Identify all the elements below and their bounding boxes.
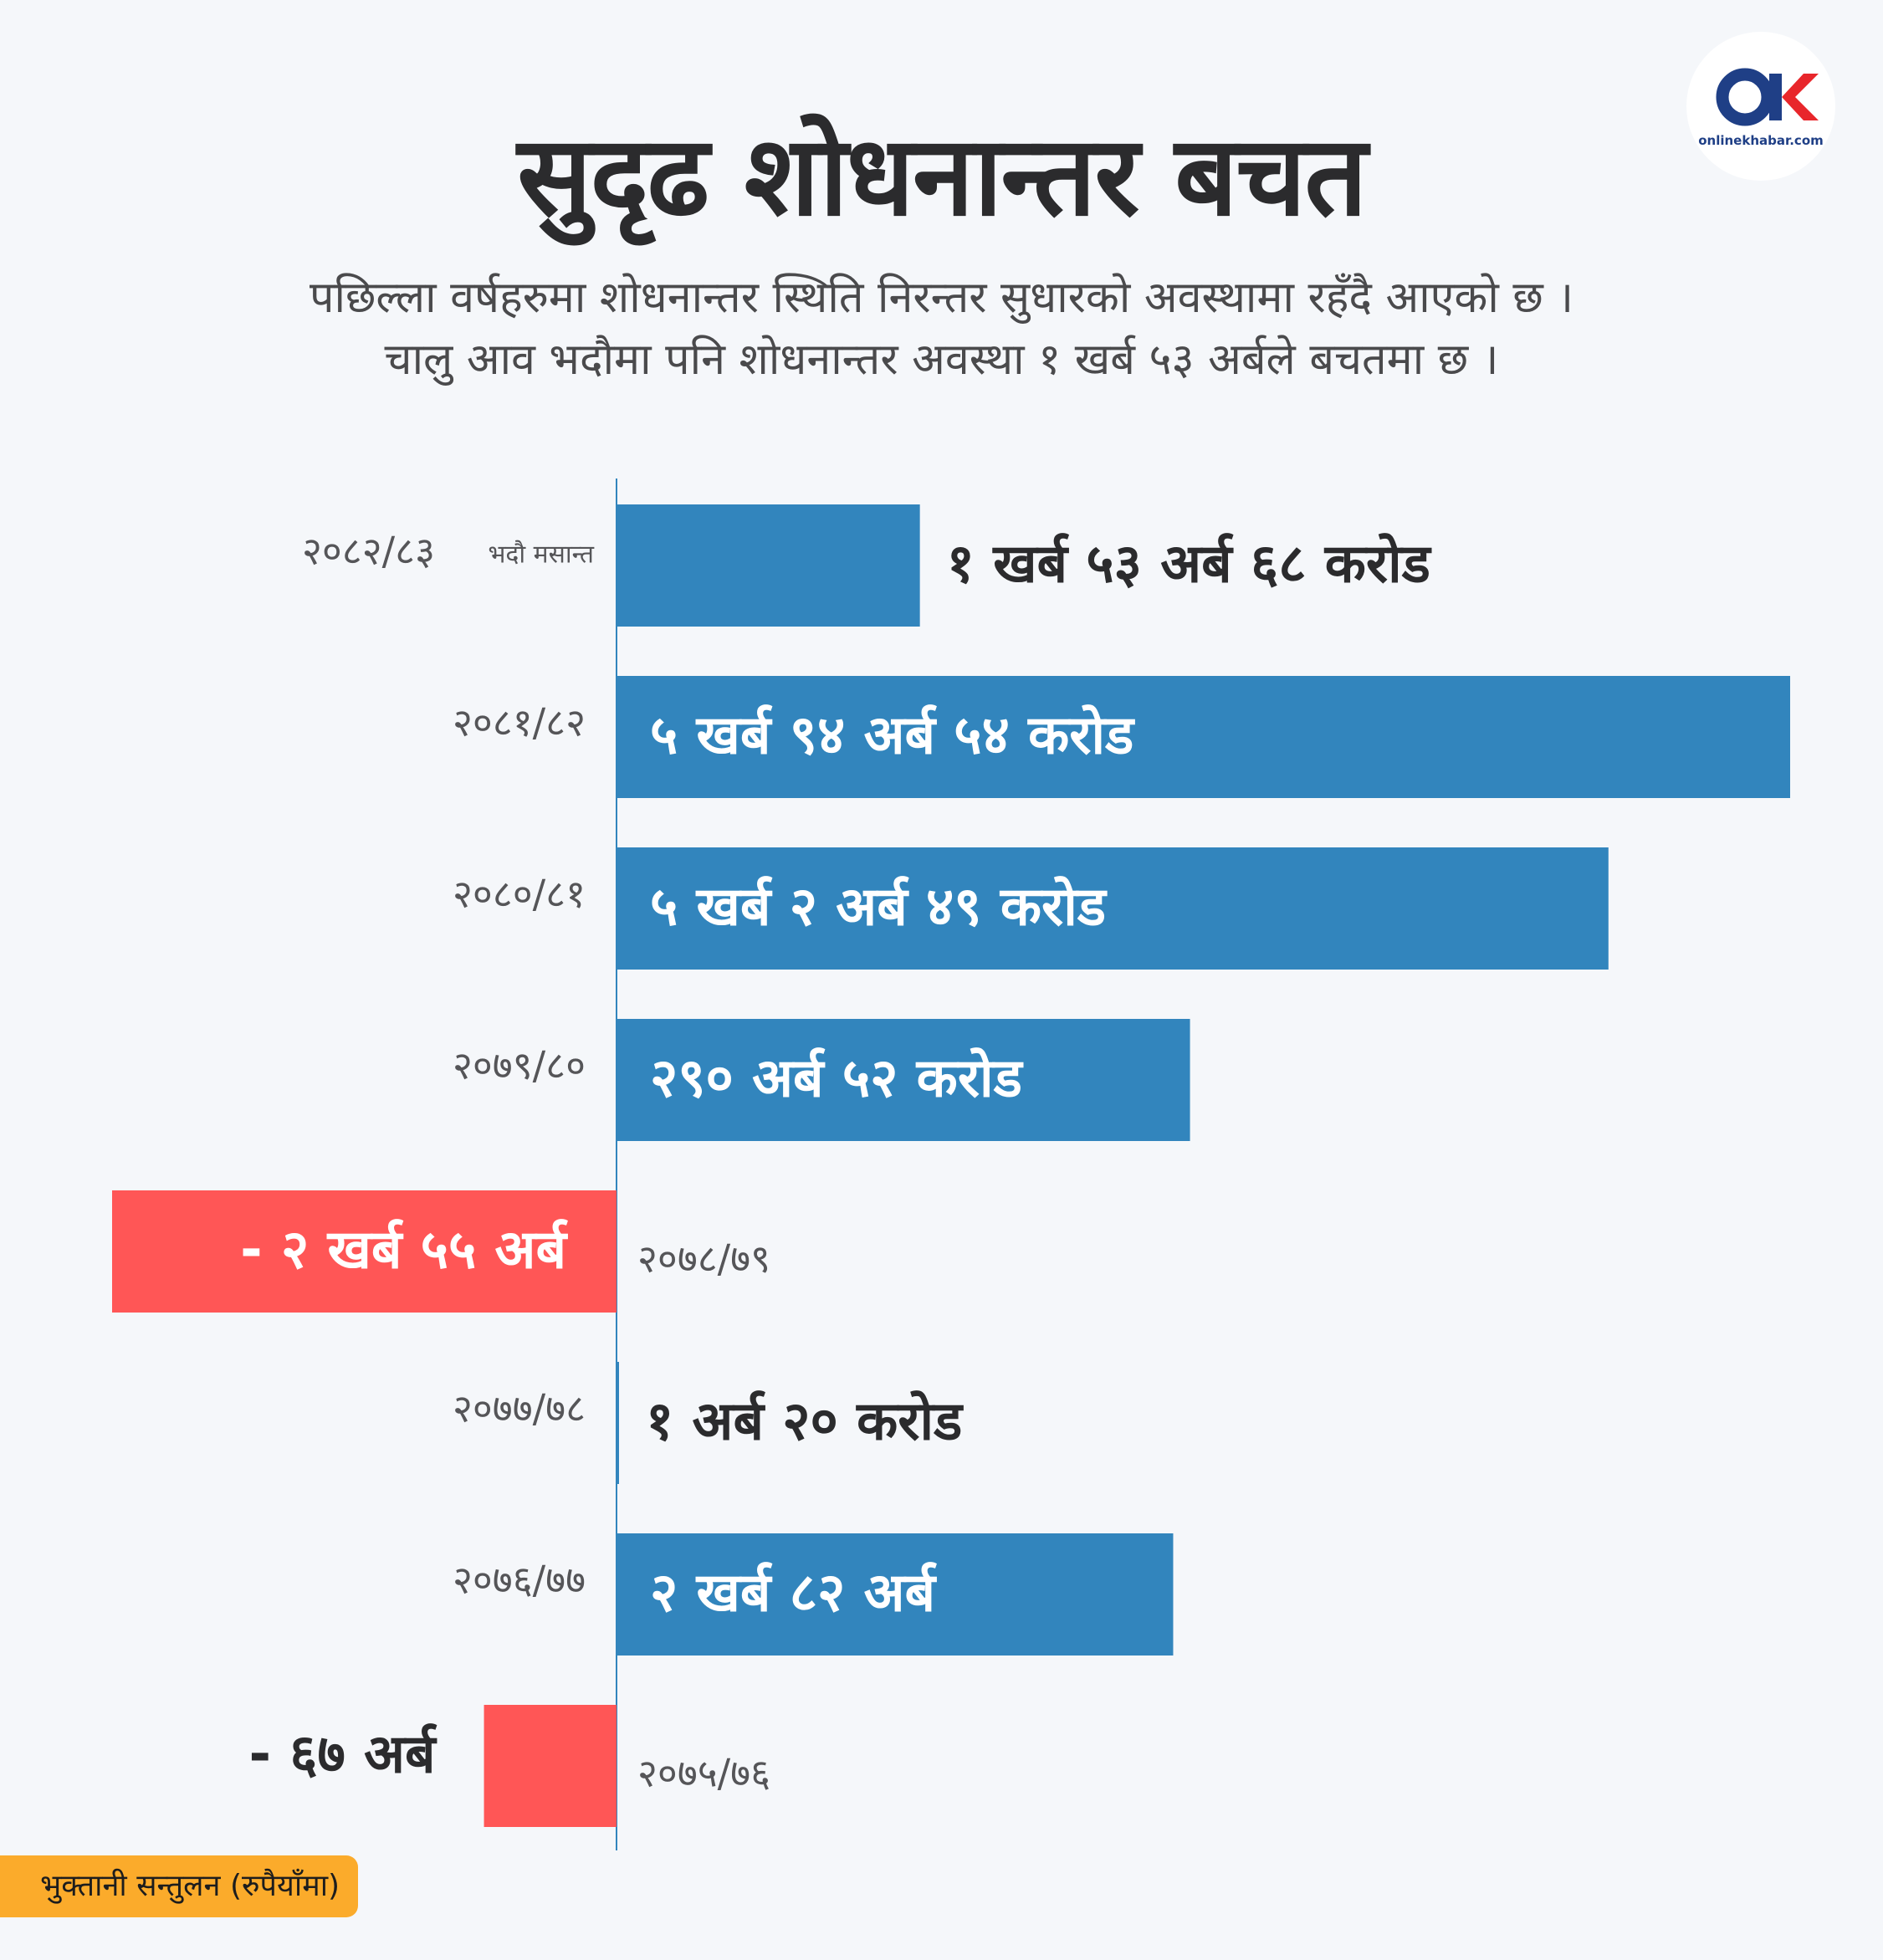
value-label-1: ५ खर्ब ९४ अर्ब ५४ करोड — [650, 704, 1135, 767]
value-label-0: १ खर्ब ५३ अर्ब ६८ करोड — [947, 533, 1432, 596]
category-note-0: भदौ मसान्त — [488, 540, 595, 570]
value-label-5: १ अर्ब २० करोड — [646, 1390, 964, 1453]
category-label-4: २०७८/७९ — [637, 1236, 770, 1282]
legend-badge: भुक्तानी सन्तुलन (रुपैयाँमा) — [0, 1855, 359, 1917]
category-label-7: २०७५/७६ — [637, 1751, 770, 1796]
onlinekhabar-logo: onlinekhabar.com — [1686, 32, 1835, 181]
ok-logo-icon — [1716, 68, 1819, 126]
bar-2 — [617, 847, 1609, 970]
category-label-3: २०७९/८० — [453, 1043, 586, 1088]
value-label-7: - ६७ अर्ब — [248, 1723, 437, 1786]
bar-7 — [484, 1705, 617, 1827]
chart-subtitle-line-2: चालु आव भदौमा पनि शोधनान्तर अवस्था १ खर्… — [384, 335, 1499, 385]
chart-title: सुदृढ शोधनान्तर बचत — [517, 112, 1367, 241]
bar-5 — [617, 1362, 619, 1484]
category-label-6: २०७६/७७ — [453, 1558, 586, 1603]
category-label-1: २०८१/८२ — [453, 700, 586, 745]
category-label-5: २०७७/७८ — [453, 1386, 586, 1431]
category-label-2: २०८०/८१ — [453, 872, 586, 917]
chart-subtitle-line-1: पछिल्ला वर्षहरुमा शोधनान्तर स्थिति निरन्… — [309, 273, 1574, 323]
category-label-0: २०८२/८३ — [302, 529, 435, 574]
bar-0 — [617, 504, 920, 627]
bar-4 — [112, 1190, 617, 1313]
bar-3 — [617, 1019, 1190, 1141]
bar-1 — [617, 676, 1790, 798]
logo-wordmark: onlinekhabar.com — [1698, 133, 1824, 148]
bar-6 — [617, 1533, 1174, 1656]
value-label-2: ५ खर्ब २ अर्ब ४९ करोड — [650, 876, 1108, 939]
value-label-4: - २ खर्ब ५५ अर्ब — [240, 1219, 568, 1282]
value-label-3: २९० अर्ब ५२ करोड — [650, 1047, 1024, 1110]
value-label-6: २ खर्ब ८२ अर्ब — [650, 1562, 937, 1625]
